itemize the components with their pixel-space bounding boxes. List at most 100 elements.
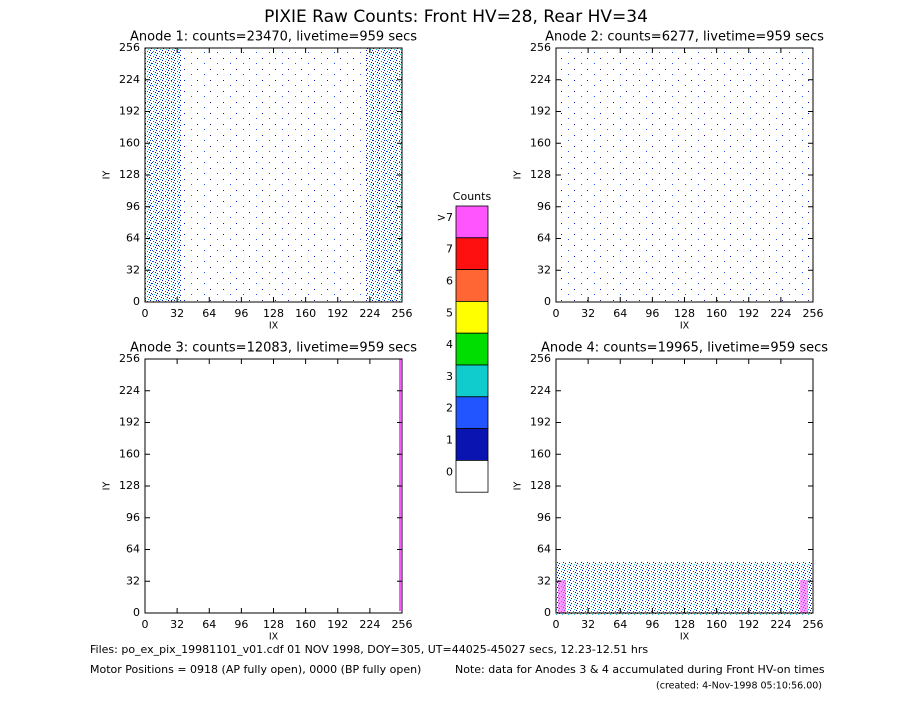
x-tick-label: 32 xyxy=(170,618,184,631)
x-tick-label: 160 xyxy=(295,618,316,631)
y-tick-label: 192 xyxy=(119,416,140,429)
y-tick-label: 0 xyxy=(544,295,551,308)
panel-title: Anode 4: counts=19965, livetime=959 secs xyxy=(541,341,828,356)
y-tick-label: 224 xyxy=(530,384,551,397)
y-tick-label: 96 xyxy=(126,511,140,524)
colorbar-label: 5 xyxy=(446,306,453,319)
y-tick-label: 128 xyxy=(530,168,551,181)
x-axis-label: IX xyxy=(269,632,279,643)
x-tick-label: 0 xyxy=(142,618,149,631)
color-swatch xyxy=(455,237,489,271)
y-tick-label: 128 xyxy=(119,479,140,492)
x-tick-label: 192 xyxy=(738,307,759,320)
y-tick-label: 224 xyxy=(530,73,551,86)
panel-title: Anode 3: counts=12083, livetime=959 secs xyxy=(130,341,417,356)
y-tick-label: 0 xyxy=(133,295,140,308)
colorbar-label: 0 xyxy=(446,465,453,478)
y-tick-label: 64 xyxy=(537,232,551,245)
y-tick-label: 192 xyxy=(119,105,140,118)
x-tick-label: 0 xyxy=(553,307,560,320)
y-tick-label: 192 xyxy=(530,105,551,118)
footer-note: Note: data for Anodes 3 & 4 accumulated … xyxy=(455,663,825,676)
x-tick-label: 96 xyxy=(234,618,248,631)
x-tick-label: 256 xyxy=(392,618,413,631)
y-axis-label: IY xyxy=(513,482,524,491)
y-tick-label: 64 xyxy=(126,232,140,245)
y-tick-label: 96 xyxy=(537,511,551,524)
y-tick-label: 32 xyxy=(537,574,551,587)
x-tick-label: 224 xyxy=(359,618,380,631)
x-tick-label: 64 xyxy=(613,307,627,320)
y-tick-label: 32 xyxy=(126,574,140,587)
x-tick-label: 224 xyxy=(359,307,380,320)
x-tick-label: 128 xyxy=(674,307,695,320)
y-tick-label: 256 xyxy=(530,352,551,365)
color-swatch xyxy=(455,300,489,334)
x-tick-label: 96 xyxy=(234,307,248,320)
footer-files: Files: po_ex_pix_19981101_v01.cdf 01 NOV… xyxy=(90,643,648,656)
colorbar-title: Counts xyxy=(453,190,492,203)
x-tick-label: 160 xyxy=(295,307,316,320)
y-tick-label: 160 xyxy=(530,136,551,149)
y-tick-label: 128 xyxy=(119,168,140,181)
colorbar-label: 1 xyxy=(446,434,453,447)
y-tick-label: 160 xyxy=(530,447,551,460)
x-axis-label: IX xyxy=(680,321,690,332)
x-tick-label: 256 xyxy=(392,307,413,320)
x-tick-label: 160 xyxy=(706,307,727,320)
y-tick-label: 192 xyxy=(530,416,551,429)
x-tick-label: 64 xyxy=(202,618,216,631)
panel-title: Anode 1: counts=23470, livetime=959 secs xyxy=(130,30,417,45)
y-tick-label: 32 xyxy=(537,263,551,276)
colorbar-label: 6 xyxy=(446,275,453,288)
colorbar-label: 2 xyxy=(446,402,453,415)
y-tick-label: 160 xyxy=(119,447,140,460)
y-tick-label: 256 xyxy=(119,41,140,54)
x-tick-label: 32 xyxy=(581,618,595,631)
y-tick-label: 96 xyxy=(126,200,140,213)
color-swatch xyxy=(455,364,489,398)
colorbar-label: 3 xyxy=(446,370,453,383)
figure-title: PIXIE Raw Counts: Front HV=28, Rear HV=3… xyxy=(264,7,648,27)
y-tick-label: 64 xyxy=(537,543,551,556)
colorbar-label: 4 xyxy=(446,338,453,351)
x-tick-label: 0 xyxy=(553,618,560,631)
x-tick-label: 256 xyxy=(803,307,824,320)
y-tick-label: 256 xyxy=(530,41,551,54)
x-tick-label: 224 xyxy=(770,618,791,631)
footer-motor: Motor Positions = 0918 (AP fully open), … xyxy=(90,663,421,676)
x-tick-label: 96 xyxy=(645,307,659,320)
color-swatch xyxy=(455,396,489,429)
x-tick-label: 0 xyxy=(142,307,149,320)
color-swatch xyxy=(455,269,489,302)
panel-title: Anode 2: counts=6277, livetime=959 secs xyxy=(545,30,824,45)
map-texture xyxy=(145,48,812,615)
x-tick-label: 64 xyxy=(202,307,216,320)
x-tick-label: 128 xyxy=(263,307,284,320)
y-tick-label: 224 xyxy=(119,384,140,397)
x-tick-label: 64 xyxy=(613,618,627,631)
x-axis-label: IX xyxy=(269,321,279,332)
x-tick-label: 192 xyxy=(738,618,759,631)
x-tick-label: 256 xyxy=(803,618,824,631)
y-axis-label: IY xyxy=(102,482,113,491)
color-swatch xyxy=(455,428,489,461)
y-tick-label: 64 xyxy=(126,543,140,556)
y-tick-label: 96 xyxy=(537,200,551,213)
color-swatch xyxy=(455,459,489,493)
x-tick-label: 32 xyxy=(581,307,595,320)
x-tick-label: 128 xyxy=(263,618,284,631)
footer-created: (created: 4-Nov-1998 05:10:56.00) xyxy=(656,681,822,692)
y-tick-label: 0 xyxy=(133,606,140,619)
x-tick-label: 32 xyxy=(170,307,184,320)
x-tick-label: 96 xyxy=(645,618,659,631)
y-axis-label: IY xyxy=(513,171,524,180)
colorbar-label: 7 xyxy=(446,243,453,256)
plot-frame xyxy=(144,358,403,614)
x-tick-label: 192 xyxy=(327,307,348,320)
y-tick-label: 160 xyxy=(119,136,140,149)
x-axis-label: IX xyxy=(680,632,690,643)
y-tick-label: 256 xyxy=(119,352,140,365)
